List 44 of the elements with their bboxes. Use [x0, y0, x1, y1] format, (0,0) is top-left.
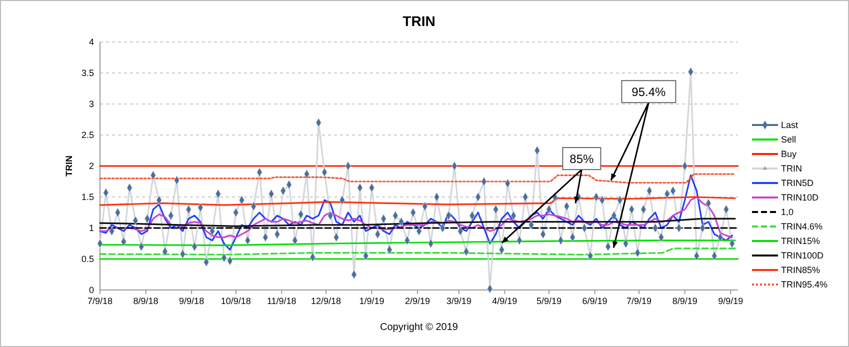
y-tick-label: 1 [88, 223, 94, 234]
y-tick-label: 1.5 [81, 192, 94, 202]
annotation: 85% [570, 152, 594, 166]
legend-label: TRIN5D [781, 178, 814, 188]
y-tick-label: 0 [88, 285, 94, 296]
x-tick-label: 7/9/19 [626, 296, 652, 306]
x-tick-label: 1/9/19 [359, 296, 384, 306]
x-tick-label: 4/9/19 [492, 296, 518, 306]
legend-label: 1,0 [781, 207, 794, 218]
legend-label: TRIN95.4% [781, 280, 828, 290]
x-tick-label: 8/9/18 [133, 296, 158, 306]
y-tick-label: 4 [88, 37, 94, 48]
y-tick-label: 2 [88, 161, 94, 172]
x-tick-label: 6/9/19 [582, 296, 608, 306]
legend-label: Last [781, 120, 799, 130]
legend-label: Sell [781, 134, 796, 145]
line-series [99, 173, 736, 184]
legend-label: TRIN10D [781, 192, 820, 203]
y-tick-label: 0.5 [81, 254, 94, 264]
legend-label: TRIN4.6% [781, 222, 823, 232]
annotation: 95.4% [632, 84, 666, 99]
legend-label: TRIN [781, 164, 802, 174]
x-tick-label: 8/9/19 [672, 296, 698, 306]
legend-label: Buy [781, 149, 798, 160]
x-tick-label: 7/9/18 [87, 296, 113, 306]
y-axis-title: TRIN [64, 156, 74, 176]
legend-label: TRIN15% [781, 236, 820, 246]
legend-label: TRIN100D [781, 250, 824, 261]
x-tick-label: 10/9/18 [220, 296, 251, 306]
x-tick-label: 5/9/19 [536, 296, 562, 306]
x-tick-label: 11/9/18 [266, 296, 296, 306]
x-tick-label: 12/9/18 [310, 296, 341, 306]
x-tick-label: 9/9/19 [718, 296, 744, 306]
x-tick-label: 3/9/19 [446, 296, 472, 306]
line-series [99, 174, 733, 250]
x-tick-label: 2/9/19 [405, 296, 430, 306]
text: Copyright © 2019 [380, 322, 458, 333]
y-tick-label: 3 [88, 99, 94, 110]
chart-title: TRIN [402, 13, 436, 29]
y-tick-label: 2.5 [81, 130, 94, 140]
y-tick-label: 3.5 [81, 68, 94, 78]
line-series [99, 218, 736, 227]
x-tick-label: 9/9/18 [179, 296, 204, 306]
legend-label: TRIN85% [781, 265, 820, 276]
